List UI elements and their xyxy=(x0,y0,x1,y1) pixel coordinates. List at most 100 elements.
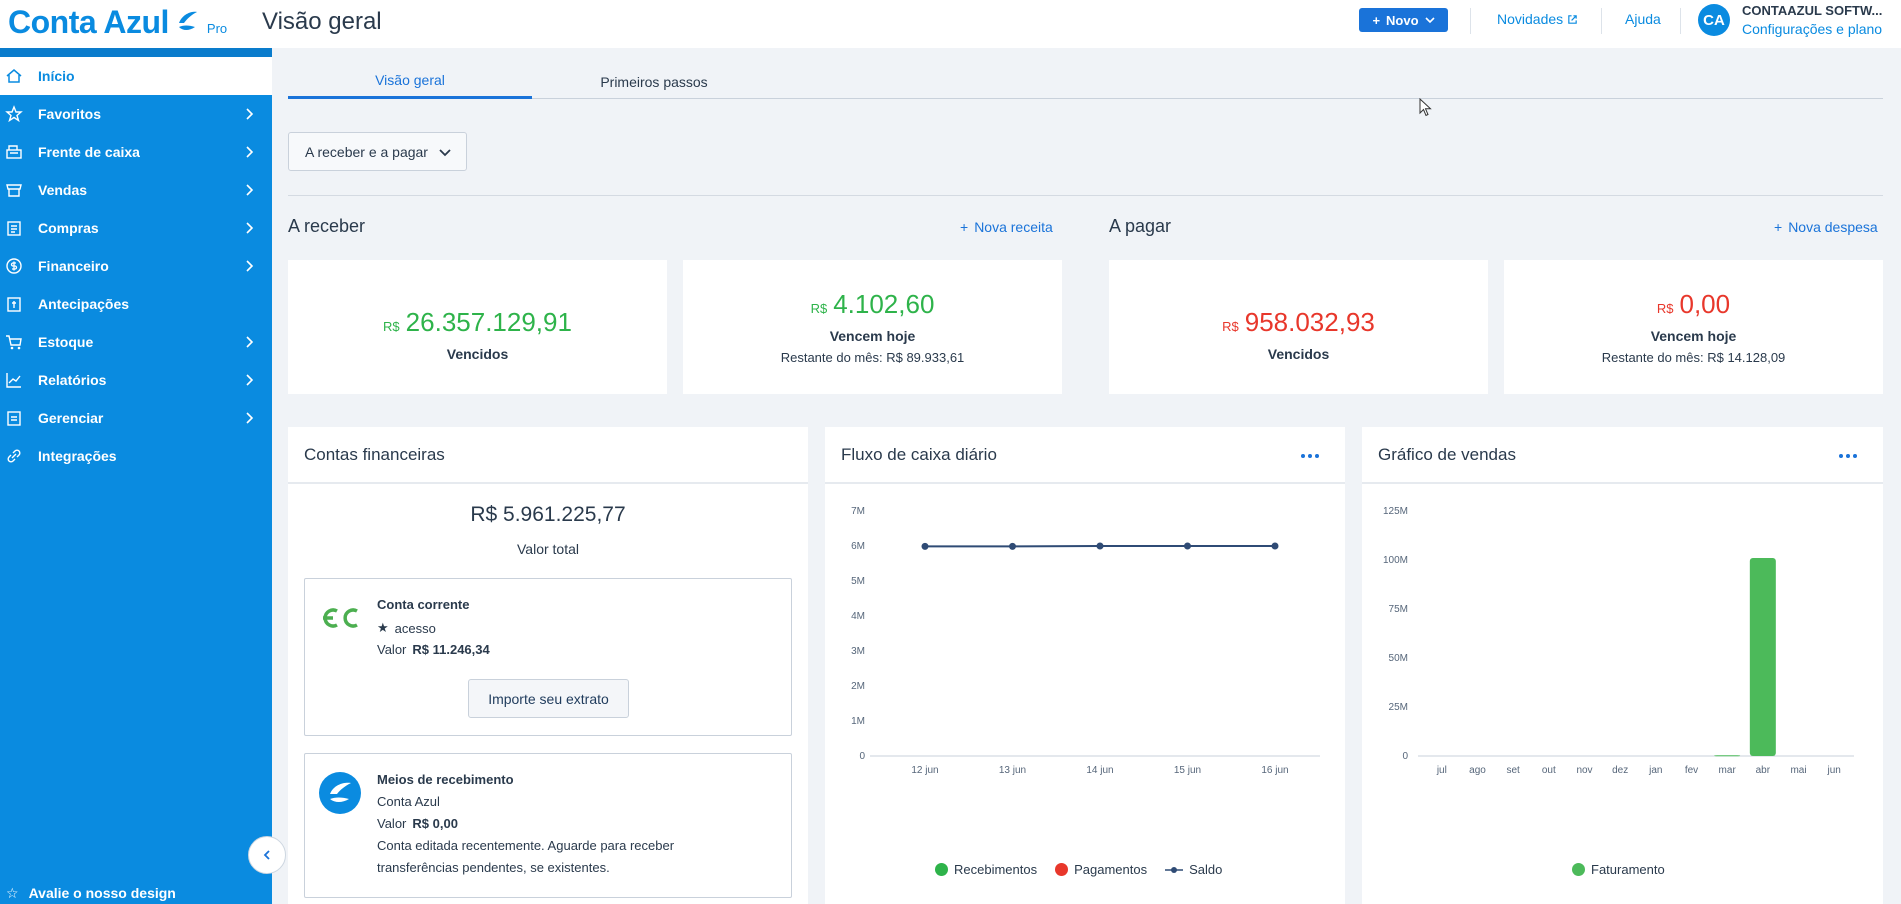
sidebar-item-relatorios[interactable]: Relatórios xyxy=(0,361,272,399)
x-tick-label: 16 jun xyxy=(1261,765,1288,776)
register-icon xyxy=(5,143,23,161)
sidebar-item-inicio[interactable]: Início xyxy=(0,57,272,95)
import-statement-button[interactable]: Importe seu extrato xyxy=(468,679,629,718)
legend-item[interactable]: Recebimentos xyxy=(935,862,1037,877)
account-note: Conta editada recentemente. Aguarde para… xyxy=(377,838,675,853)
cashflow-chart: 0 1M 2M 3M 4M 5M 6M 7M 12 jun 13 jun 14 jun 15 jun 1… xyxy=(851,506,1320,776)
divider xyxy=(288,195,1883,196)
y-tick-label: 125M xyxy=(1383,506,1408,517)
y-tick-label: 50M xyxy=(1389,653,1408,664)
chevron-right-icon xyxy=(246,336,254,348)
sidebar-item-antecipacoes[interactable]: Antecipações xyxy=(0,285,272,323)
legend-item[interactable]: Faturamento xyxy=(1572,862,1665,877)
account-balance-label: Valor xyxy=(377,816,407,831)
plus-icon: + xyxy=(1774,219,1783,235)
settings-link[interactable]: Configurações e plano xyxy=(1742,21,1883,37)
chart-icon xyxy=(5,371,23,389)
tab-overview[interactable]: Visão geral xyxy=(288,64,532,99)
x-tick-label: 12 jun xyxy=(911,765,938,776)
x-tick-label: set xyxy=(1506,765,1520,776)
chevron-right-icon xyxy=(246,146,254,158)
sales-bar xyxy=(1749,558,1776,756)
currency-symbol: R$ xyxy=(1222,318,1239,334)
dollar-icon xyxy=(5,257,23,275)
filter-dropdown[interactable]: A receber e a pagar xyxy=(288,132,467,171)
y-tick-label: 100M xyxy=(1383,555,1408,566)
new-expense-link[interactable]: + Nova despesa xyxy=(1774,219,1878,235)
sidebar-item-frente-de-caixa[interactable]: Frente de caixa xyxy=(0,133,272,171)
payable-overdue-label: Vencidos xyxy=(1267,345,1330,362)
y-tick-label: 2M xyxy=(851,681,865,692)
payable-title: A pagar xyxy=(1109,216,1172,236)
sidebar-item-favoritos[interactable]: Favoritos xyxy=(0,95,272,133)
account-card-current[interactable]: Conta corrente ★ acesso Valor R$ 11.246,… xyxy=(304,578,792,736)
chevron-down-icon xyxy=(1424,17,1435,24)
avatar[interactable]: CA xyxy=(1698,4,1730,36)
home-icon xyxy=(5,67,23,85)
feedback-label: Avalie o nosso design xyxy=(28,885,176,901)
legend-label: Faturamento xyxy=(1591,862,1665,877)
new-button[interactable]: + Novo xyxy=(1359,8,1448,32)
plus-icon: + xyxy=(960,219,969,235)
brand-logo[interactable]: Conta Azul Pro xyxy=(8,4,227,41)
x-tick-label: mar xyxy=(1719,765,1737,776)
legend-dot xyxy=(935,863,948,876)
sidebar-item-gerenciar[interactable]: Gerenciar xyxy=(0,399,272,437)
advance-icon xyxy=(5,295,23,313)
clipboard-icon xyxy=(5,219,23,237)
sidebar-item-vendas[interactable]: Vendas xyxy=(0,171,272,209)
sidebar-item-estoque[interactable]: Estoque xyxy=(0,323,272,361)
y-tick-label: 25M xyxy=(1389,702,1408,713)
currency-symbol: R$ xyxy=(810,301,828,316)
news-link[interactable]: Novidades xyxy=(1497,11,1578,27)
sidebar-item-label: Compras xyxy=(38,220,99,236)
y-tick-label: 75M xyxy=(1389,604,1408,615)
x-tick-label: nov xyxy=(1576,765,1592,776)
sidebar-item-compras[interactable]: Compras xyxy=(0,209,272,247)
payable-today-card[interactable]: R$ 0,00 Vencem hoje Restante do mês: R$ … xyxy=(1504,260,1883,394)
mouse-cursor-icon xyxy=(1419,98,1432,117)
y-tick-label: 5M xyxy=(851,576,865,587)
payable-overdue-card[interactable]: R$ 958.032,93 Vencidos xyxy=(1109,260,1488,394)
currency-symbol: R$ xyxy=(1656,301,1674,316)
sidebar-top-bar xyxy=(0,48,272,57)
sales-bar xyxy=(1714,755,1741,757)
legend-label: Saldo xyxy=(1189,862,1223,877)
chevron-right-icon xyxy=(246,108,254,120)
bank-logo-icon xyxy=(323,608,358,628)
receivable-overdue-value: 26.357.129,91 xyxy=(405,306,572,337)
account-name: Meios de recebimento xyxy=(377,772,514,787)
legend-item[interactable]: Pagamentos xyxy=(1055,862,1147,877)
receivable-overdue-card[interactable]: R$ 26.357.129,91 Vencidos xyxy=(288,260,667,394)
account-card-receiving[interactable]: Meios de recebimento Conta Azul Valor R$… xyxy=(304,753,792,898)
legend-item[interactable]: Saldo xyxy=(1165,862,1222,877)
tab-first-steps[interactable]: Primeiros passos xyxy=(600,73,708,90)
chevron-left-icon xyxy=(263,850,270,860)
collapse-sidebar-button[interactable] xyxy=(248,836,286,874)
sidebar-item-integracoes[interactable]: Integrações xyxy=(0,437,272,475)
x-tick-label: jan xyxy=(1648,765,1662,776)
y-tick-label: 0 xyxy=(1402,751,1408,762)
more-options-icon[interactable] xyxy=(1839,454,1857,458)
payable-overdue-value: 958.032,93 xyxy=(1244,306,1375,337)
x-tick-label: ago xyxy=(1469,765,1486,776)
chevron-right-icon xyxy=(246,374,254,386)
receivable-today-card[interactable]: R$ 4.102,60 Vencem hoje Restante do mês:… xyxy=(683,260,1062,394)
new-expense-label: Nova despesa xyxy=(1788,219,1878,235)
sidebar-item-label: Antecipações xyxy=(38,296,130,312)
more-options-icon[interactable] xyxy=(1301,454,1319,458)
payable-today-value: 0,00 xyxy=(1679,289,1731,319)
new-income-link[interactable]: + Nova receita xyxy=(960,219,1053,235)
account-balance-value: R$ 11.246,34 xyxy=(412,642,490,657)
sidebar-item-financeiro[interactable]: Financeiro xyxy=(0,247,272,285)
news-link-label: Novidades xyxy=(1497,11,1564,27)
help-link[interactable]: Ajuda xyxy=(1625,11,1661,27)
receivable-title: A receber xyxy=(288,216,366,236)
accounts-total-value: R$ 5.961.225,77 xyxy=(470,503,626,526)
filter-label: A receber e a pagar xyxy=(305,143,428,160)
sales-chart: 0 25M 50M 75M 100M 125M jul ago set out nov dez jan f… xyxy=(1383,506,1854,776)
saldo-point xyxy=(1271,542,1279,550)
feedback-link[interactable]: ☆ Avalie o nosso design xyxy=(0,882,272,904)
legend-label: Recebimentos xyxy=(954,862,1038,877)
company-menu[interactable]: CONTAAZUL SOFTW... Configurações e plano xyxy=(1742,3,1882,37)
